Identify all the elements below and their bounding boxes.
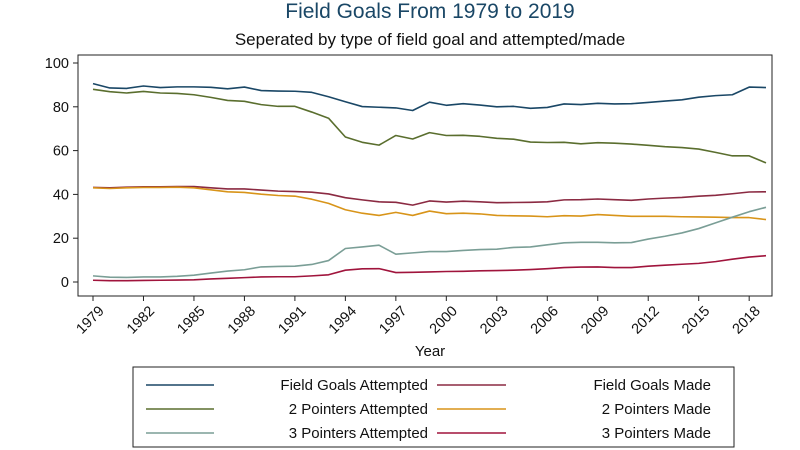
legend-label-5: 3 Pointers Attempted <box>289 425 428 442</box>
x-tick-label: 1994 <box>326 303 360 337</box>
x-tick-label: 1988 <box>225 303 259 337</box>
legend-box <box>132 366 735 448</box>
x-tick-label: 1997 <box>376 303 410 337</box>
legend-label-3: 2 Pointers Attempted <box>289 401 428 418</box>
x-tick-label: 1979 <box>73 303 107 337</box>
chart-title: Field Goals From 1979 to 2019 <box>285 0 575 23</box>
y-tick-label: 0 <box>61 275 69 291</box>
y-tick-label: 80 <box>53 100 69 116</box>
x-tick-label: 2018 <box>730 303 764 337</box>
plot-area: 0 20 40 60 80 100 1979 1982 1985 1988 1991 1994 1997… <box>45 54 773 337</box>
x-tick-label: 2006 <box>528 303 562 337</box>
legend-label-6: 3 Pointers Made <box>602 425 711 442</box>
x-tick-label: 2012 <box>629 303 663 337</box>
legend-label-2: Field Goals Made <box>593 377 711 394</box>
x-tick-label: 2015 <box>679 303 713 337</box>
x-tick-label: 2003 <box>477 303 511 337</box>
x-tick-label: 2000 <box>427 303 461 337</box>
y-tick-label: 100 <box>45 56 69 72</box>
y-tick-label: 20 <box>53 231 69 247</box>
legend-label-4: 2 Pointers Made <box>602 401 711 418</box>
x-tick-label: 1991 <box>275 303 309 337</box>
series-line-3 <box>92 88 767 164</box>
series-line-1 <box>92 82 767 112</box>
series-line-5 <box>92 206 767 279</box>
series-line-4 <box>92 186 767 221</box>
series-line-2 <box>92 185 767 206</box>
legend-label-1: Field Goals Attempted <box>280 377 428 394</box>
plot-frame <box>77 54 773 297</box>
chart-subtitle: Seperated by type of field goal and atte… <box>235 30 625 49</box>
x-tick-label: 1985 <box>174 303 208 337</box>
x-tick-label: 2009 <box>578 303 612 337</box>
x-tick-label: 1982 <box>124 303 158 337</box>
legend: Field Goals Attempted Field Goals Made 2 P… <box>132 366 735 448</box>
series-line-6 <box>92 254 767 282</box>
x-axis-title: Year <box>415 343 445 360</box>
y-tick-label: 40 <box>53 187 69 203</box>
y-tick-label: 60 <box>53 144 69 160</box>
